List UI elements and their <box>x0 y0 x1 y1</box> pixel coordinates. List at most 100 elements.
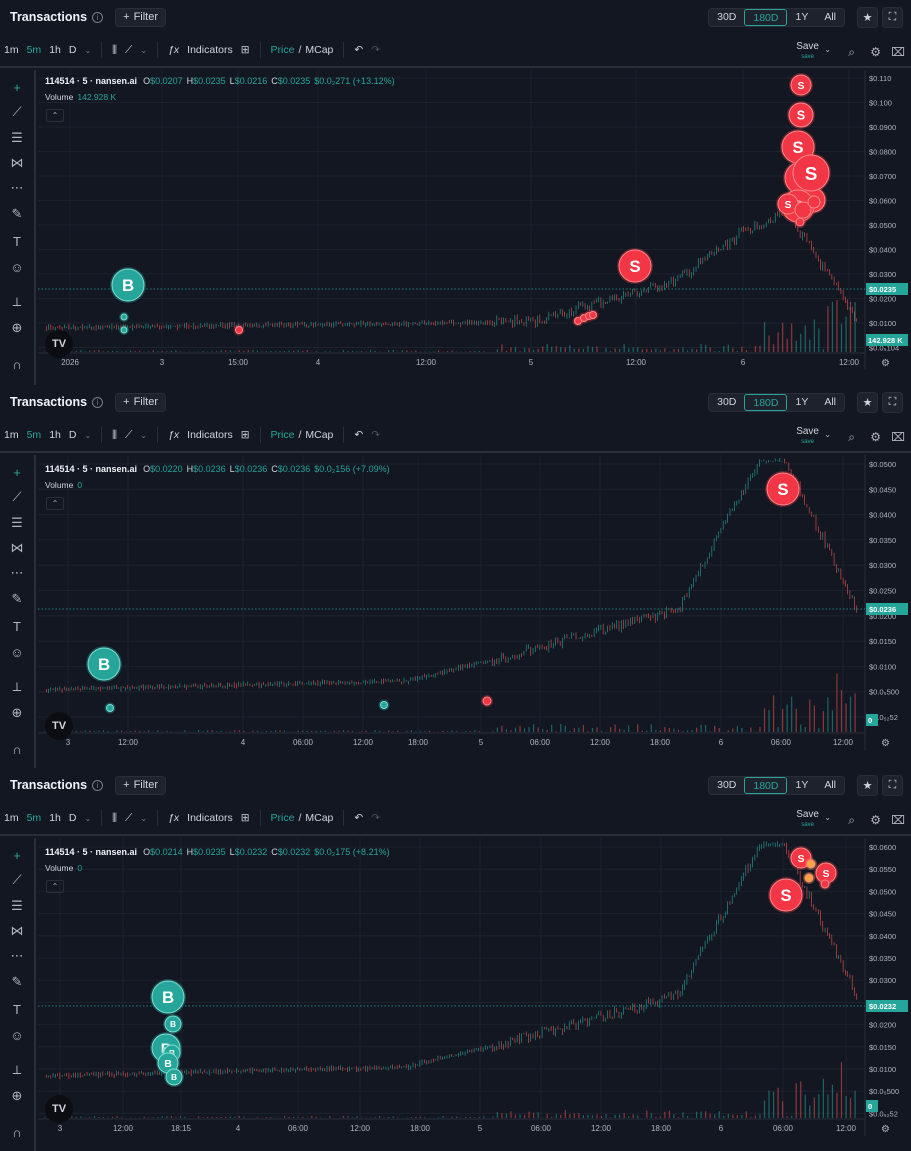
mcap-toggle[interactable]: MCap <box>305 44 334 56</box>
interval-dropdown-icon[interactable]: ⌄ <box>84 430 92 440</box>
fib-icon[interactable]: ☰ <box>11 130 23 145</box>
undo-icon[interactable]: ↶ <box>354 812 364 824</box>
info-icon[interactable]: i <box>92 396 104 408</box>
quick-search-icon[interactable]: ⌕ <box>848 813 855 827</box>
pattern-icon[interactable]: ⋈ <box>10 155 24 170</box>
buy-marker[interactable]: B <box>110 267 146 303</box>
star-icon[interactable]: ★ <box>857 775 878 796</box>
magnet-icon[interactable]: ∩ <box>12 741 22 757</box>
axis-settings-icon[interactable]: ⚙ <box>881 358 890 369</box>
quick-search-icon[interactable]: ⌕ <box>848 45 855 59</box>
text-tool-icon[interactable]: T <box>13 1001 21 1017</box>
ruler-icon[interactable]: ⟂ <box>12 1062 22 1077</box>
price-toggle[interactable]: Price <box>270 429 295 441</box>
sell-marker[interactable]: S <box>791 153 831 193</box>
layouts-icon[interactable]: ⊞ <box>240 429 250 441</box>
emoji-icon[interactable]: ☺ <box>10 259 24 275</box>
sell-marker[interactable]: S <box>765 471 801 507</box>
zoom-in-icon[interactable]: ⊕ <box>11 705 23 720</box>
fullscreen-icon[interactable]: ⛶ <box>882 392 903 413</box>
collapse-legend-button[interactable]: ⌃ <box>46 109 64 122</box>
ruler-icon[interactable]: ⟂ <box>12 679 22 694</box>
range-180d[interactable]: 180D <box>744 9 788 26</box>
candles-icon[interactable]: ⫼ <box>112 428 118 441</box>
projection-icon[interactable]: ⋯ <box>10 180 24 195</box>
magnet-icon[interactable]: ∩ <box>12 1124 22 1140</box>
interval-1h[interactable]: 1h <box>49 44 61 56</box>
sell-marker[interactable] <box>819 878 831 890</box>
interval-5m[interactable]: 5m <box>26 812 42 824</box>
collapse-legend-button[interactable]: ⌃ <box>46 497 64 510</box>
undo-icon[interactable]: ↶ <box>354 44 364 56</box>
price-toggle[interactable]: Price <box>270 812 295 824</box>
sell-marker[interactable]: S <box>768 877 804 913</box>
sell-marker[interactable]: S <box>814 861 838 885</box>
sell-marker[interactable] <box>793 200 813 220</box>
indicators-button[interactable]: Indicators <box>187 44 233 56</box>
emoji-icon[interactable]: ☺ <box>10 644 24 660</box>
redo-icon[interactable]: ↷ <box>371 44 381 56</box>
redo-icon[interactable]: ↷ <box>371 429 381 441</box>
filter-button[interactable]: + Filter <box>115 392 167 412</box>
fib-icon[interactable]: ☰ <box>11 515 23 530</box>
fx-icon[interactable]: ƒx <box>168 44 180 56</box>
axis-settings-icon[interactable]: ⚙ <box>881 738 890 749</box>
settings-icon[interactable]: ⚙ <box>870 45 881 59</box>
save-dropdown-icon[interactable]: ⌄ <box>824 813 831 822</box>
camera-icon[interactable]: ⌧ <box>891 45 905 59</box>
save-button[interactable]: Save save <box>796 427 819 447</box>
chart-type-dropdown-icon[interactable]: ⌄ <box>140 813 148 823</box>
crosshair-icon[interactable]: + <box>13 79 21 95</box>
interval-dropdown-icon[interactable]: ⌄ <box>84 813 92 823</box>
mcap-toggle[interactable]: MCap <box>305 429 334 441</box>
filter-button[interactable]: + Filter <box>115 775 167 795</box>
sell-marker[interactable]: S <box>776 192 800 216</box>
range-180d[interactable]: 180D <box>744 777 788 794</box>
text-tool-icon[interactable]: T <box>13 618 21 634</box>
zoom-in-icon[interactable]: ⊕ <box>11 320 23 335</box>
crosshair-icon[interactable]: + <box>13 847 21 863</box>
magnet-icon[interactable]: ∩ <box>12 356 22 372</box>
camera-icon[interactable]: ⌧ <box>891 430 905 444</box>
settings-icon[interactable]: ⚙ <box>870 813 881 827</box>
range-30d[interactable]: 30D <box>717 779 737 791</box>
tradingview-logo[interactable]: TV <box>45 330 73 358</box>
redo-icon[interactable]: ↷ <box>371 812 381 824</box>
trendline-icon[interactable]: ⟋ <box>12 104 22 119</box>
price-chart[interactable]: $0.0500 $0.0450 $0.0400 $0.0350 $0.0300 $0.02… <box>38 455 911 750</box>
price-chart[interactable]: $0.0600 $0.0550 $0.0500 $0.0450 $0.0400 $0.03… <box>38 838 911 1136</box>
range-all[interactable]: All <box>824 779 836 791</box>
save-button[interactable]: Save save <box>796 810 819 830</box>
save-dropdown-icon[interactable]: ⌄ <box>824 45 831 54</box>
pattern-icon[interactable]: ⋈ <box>10 540 24 555</box>
pattern-icon[interactable]: ⋈ <box>10 923 24 938</box>
sell-marker[interactable] <box>481 695 493 707</box>
chart-type-dropdown-icon[interactable]: ⌄ <box>140 430 148 440</box>
brush-icon[interactable]: ✎ <box>11 206 23 221</box>
buy-marker[interactable] <box>378 699 390 711</box>
buy-marker[interactable]: B <box>164 1067 184 1087</box>
sell-marker[interactable]: S <box>789 73 813 97</box>
buy-marker[interactable] <box>119 325 129 335</box>
settings-icon[interactable]: ⚙ <box>870 430 881 444</box>
interval-1h[interactable]: 1h <box>49 429 61 441</box>
line-chart-icon[interactable]: ⟋ <box>125 428 133 441</box>
sell-marker[interactable]: S <box>617 248 653 284</box>
trendline-icon[interactable]: ⟋ <box>12 489 22 504</box>
trendline-icon[interactable]: ⟋ <box>12 872 22 887</box>
chart-type-dropdown-icon[interactable]: ⌄ <box>140 45 148 55</box>
fullscreen-icon[interactable]: ⛶ <box>882 775 903 796</box>
collapse-legend-button[interactable]: ⌃ <box>46 880 64 893</box>
range-30d[interactable]: 30D <box>717 11 737 23</box>
interval-d[interactable]: D <box>68 44 77 56</box>
brush-icon[interactable]: ✎ <box>11 591 23 606</box>
sell-marker[interactable] <box>794 216 806 228</box>
range-all[interactable]: All <box>824 396 836 408</box>
projection-icon[interactable]: ⋯ <box>10 565 24 580</box>
save-button[interactable]: Save save <box>796 42 819 62</box>
tradingview-logo[interactable]: TV <box>45 712 73 740</box>
interval-1h[interactable]: 1h <box>49 812 61 824</box>
axis-settings-icon[interactable]: ⚙ <box>881 1124 890 1135</box>
buy-marker[interactable]: B <box>86 646 122 682</box>
sell-marker[interactable] <box>233 324 245 336</box>
